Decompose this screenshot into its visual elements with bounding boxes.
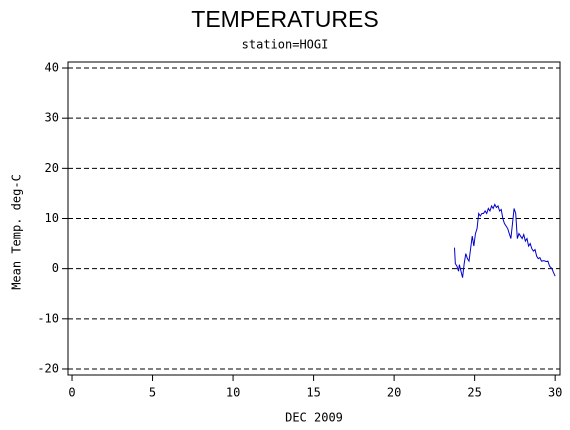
x-tick-label: 0 <box>68 386 75 400</box>
y-tick-label: 0 <box>52 261 59 275</box>
y-axis-label: Mean Temp. deg-C <box>10 174 24 290</box>
x-tick-label: 25 <box>467 386 481 400</box>
chart-title: TEMPERATURES <box>191 6 378 32</box>
y-tick-label: 40 <box>45 61 59 75</box>
y-tick-label: -10 <box>37 311 59 325</box>
x-tick-label: 5 <box>149 386 156 400</box>
y-tick-label: 30 <box>45 111 59 125</box>
x-tick-label: 30 <box>548 386 562 400</box>
y-tick-label: 20 <box>45 161 59 175</box>
data-line <box>454 203 556 278</box>
x-tick-label: 15 <box>306 386 320 400</box>
x-tick-label: 10 <box>226 386 240 400</box>
x-axis-label: DEC 2009 <box>285 411 343 425</box>
plot-frame <box>67 61 561 376</box>
y-tick-label: -20 <box>37 361 59 375</box>
y-tick-label: 10 <box>45 211 59 225</box>
x-tick-label: 20 <box>387 386 401 400</box>
chart-subtitle: station=HOGI <box>242 38 329 52</box>
